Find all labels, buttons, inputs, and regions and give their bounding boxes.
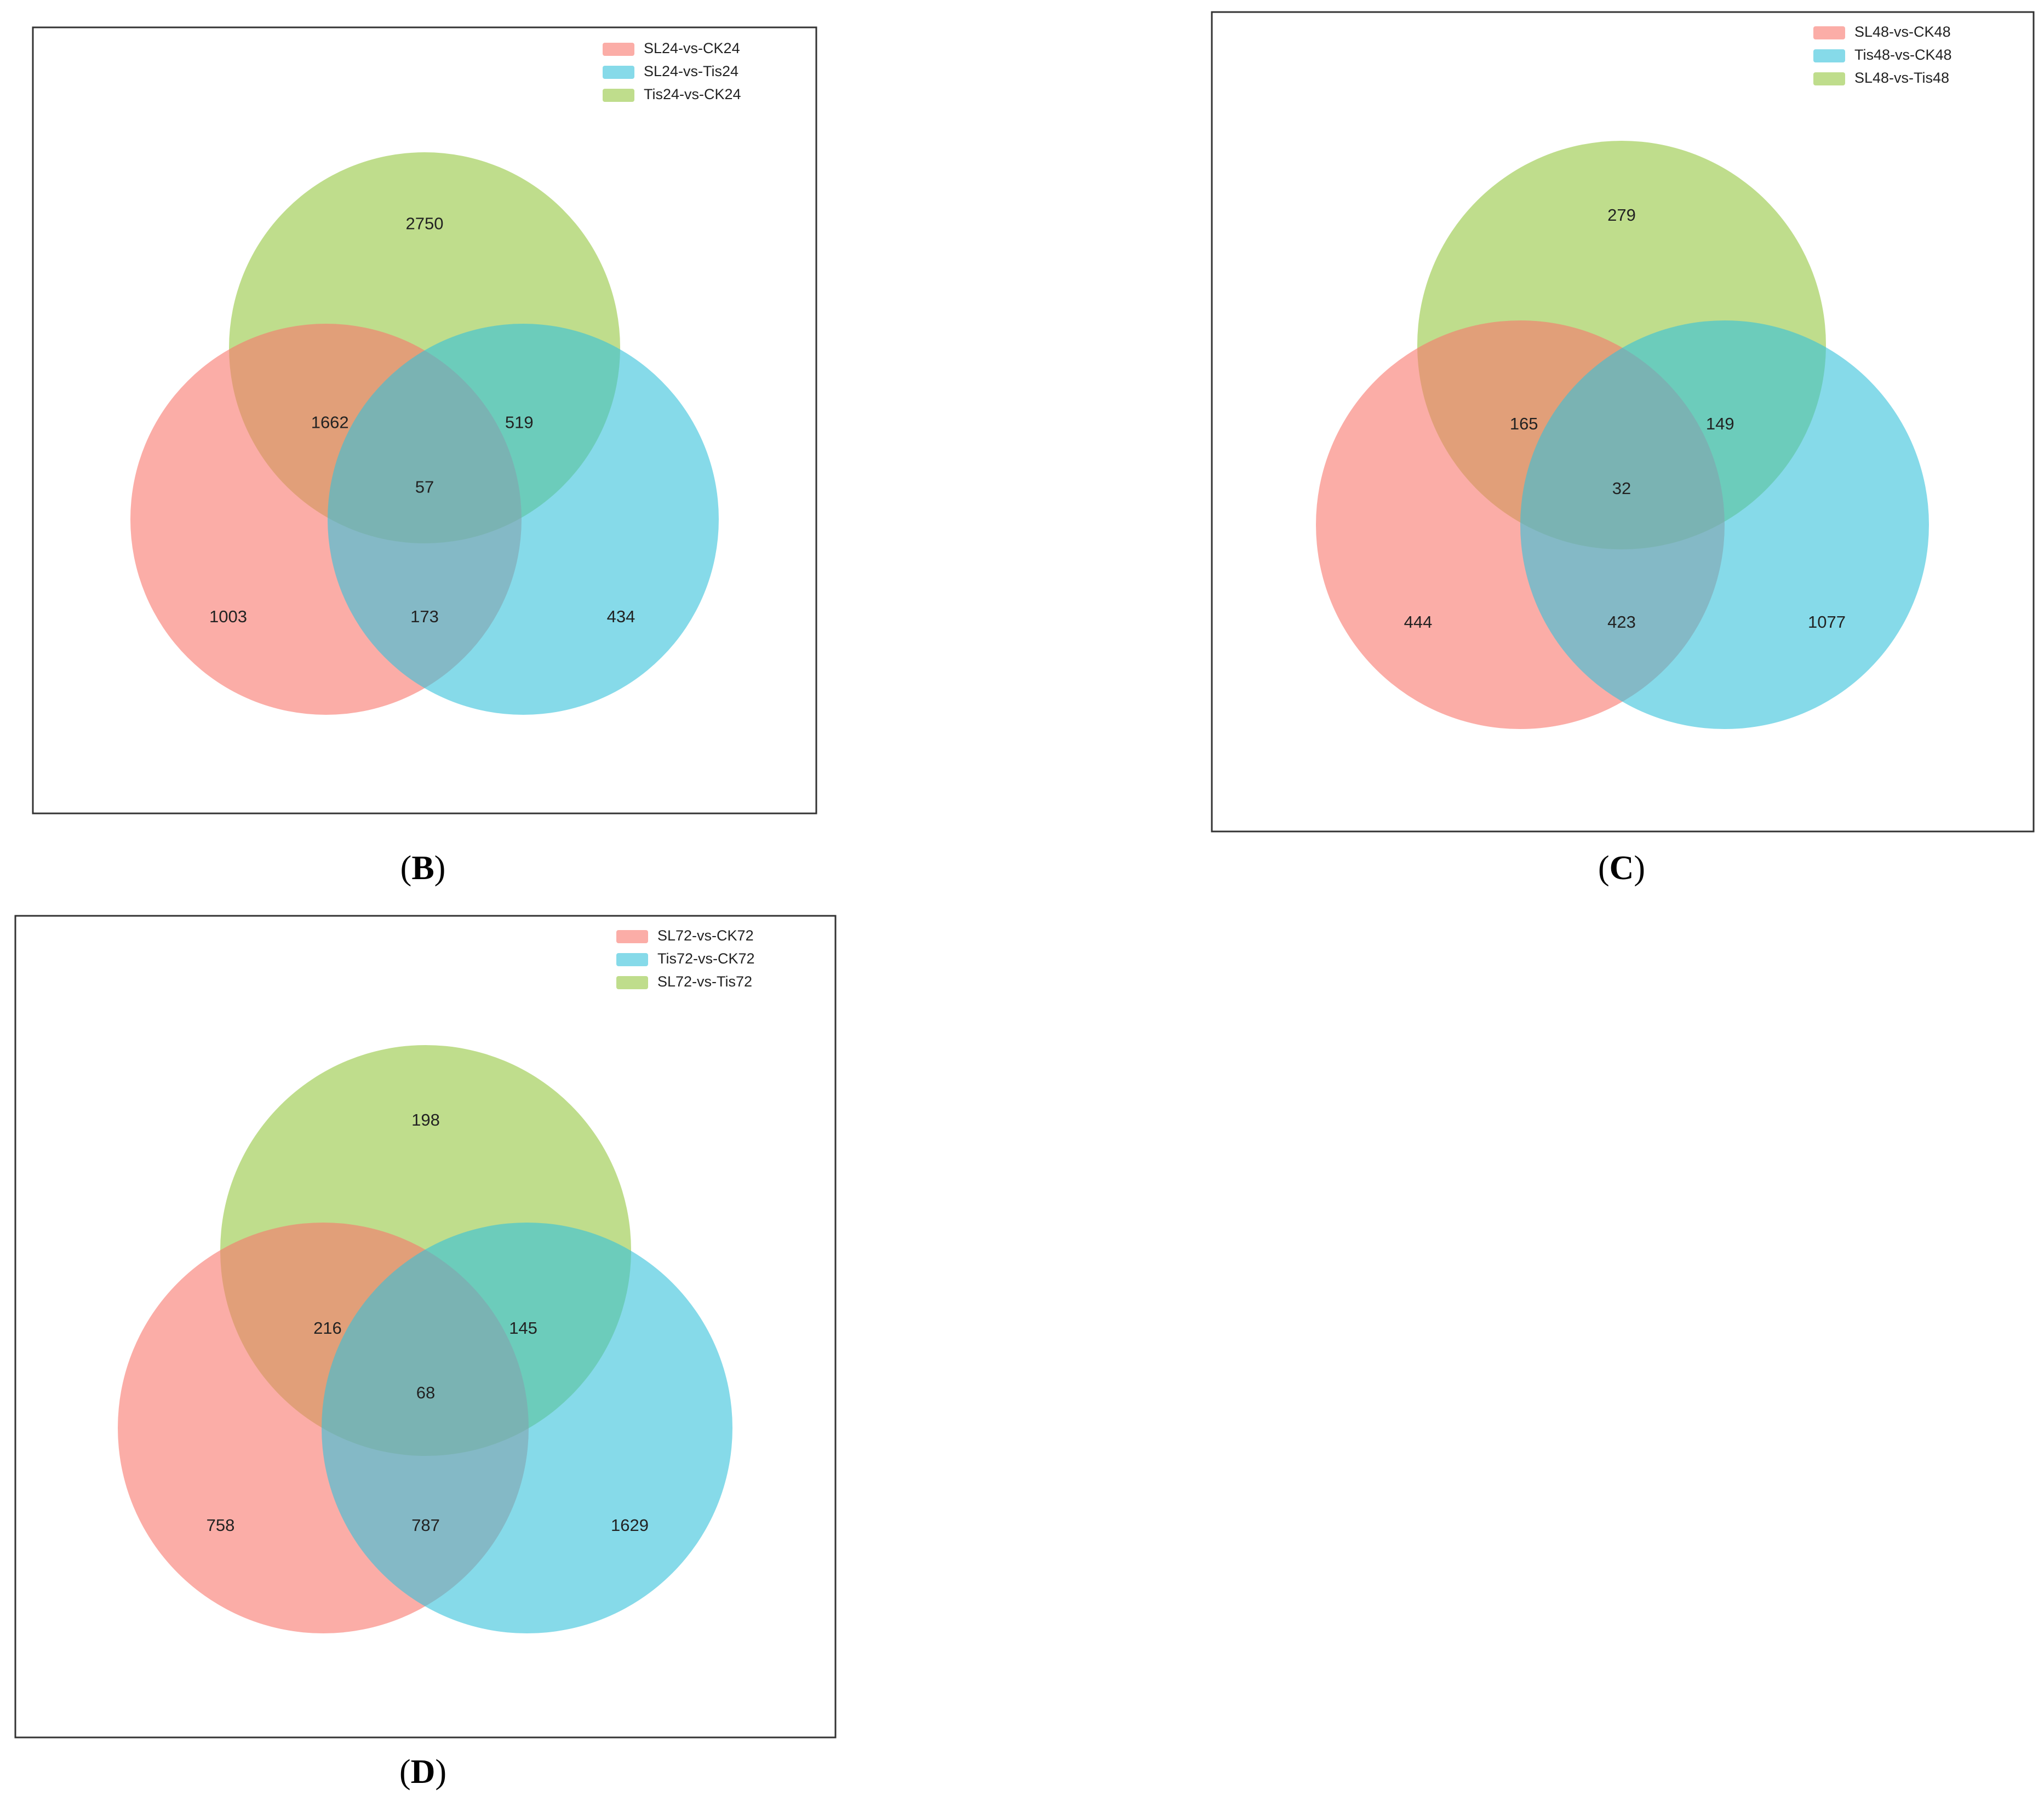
region-count-red-blue: 787 (411, 1516, 440, 1535)
venn-panel-D: 198 216 145 68 758 787 1629 SL72-vs-CK72 Tis72-v… (14, 915, 837, 1791)
region-count-red-only: 1003 (209, 607, 247, 626)
legend-label: SL72-vs-CK72 (657, 927, 754, 944)
region-count-green-only: 2750 (406, 214, 444, 233)
legend: SL48-vs-CK48 Tis48-vs-CK48 SL48-vs-Tis48 (1813, 24, 1952, 86)
venn-set-blue (328, 324, 719, 715)
legend-swatch (616, 976, 648, 989)
legend-swatch (1813, 49, 1845, 62)
region-count-red-blue: 423 (1607, 612, 1636, 632)
legend-swatch (1813, 72, 1845, 85)
legend: SL24-vs-CK24 SL24-vs-Tis24 Tis24-vs-CK24 (603, 40, 741, 102)
legend-label: SL24-vs-CK24 (644, 40, 740, 56)
legend: SL72-vs-CK72 Tis72-vs-CK72 SL72-vs-Tis72 (616, 927, 755, 990)
region-count-red-green: 165 (1510, 414, 1538, 433)
region-count-red-blue: 173 (410, 607, 439, 626)
panel-caption: (D) (399, 1753, 446, 1791)
region-count-blue-only: 1077 (1808, 612, 1846, 632)
region-count-all: 57 (415, 478, 434, 497)
region-count-blue-green: 149 (1706, 414, 1734, 433)
panel-caption: (C) (1598, 850, 1645, 887)
legend-label: Tis24-vs-CK24 (644, 86, 741, 102)
region-count-green-only: 279 (1607, 205, 1636, 225)
legend-swatch (1813, 26, 1845, 39)
legend-label: SL72-vs-Tis72 (657, 973, 752, 990)
region-count-red-only: 758 (207, 1516, 235, 1535)
region-count-blue-green: 519 (505, 413, 534, 432)
region-count-red-green: 1662 (311, 413, 349, 432)
legend-label: SL48-vs-Tis48 (1854, 70, 1949, 86)
region-count-blue-green: 145 (509, 1318, 537, 1338)
legend-swatch (616, 930, 648, 943)
legend-swatch (616, 953, 648, 966)
legend-label: Tis48-vs-CK48 (1854, 47, 1952, 63)
legend-swatch (603, 89, 634, 102)
venn-panel-C: 279 165 149 32 444 423 1077 SL48-vs-CK48 Tis48-v… (1211, 11, 2035, 887)
region-count-red-only: 444 (1404, 612, 1433, 632)
region-count-green-only: 198 (411, 1110, 440, 1129)
panel-caption: (B) (400, 850, 446, 887)
legend-label: SL48-vs-CK48 (1854, 24, 1951, 40)
venn-set-blue (1520, 320, 1929, 729)
region-count-all: 32 (1612, 479, 1631, 498)
venn-set-blue (322, 1223, 732, 1633)
region-count-all: 68 (416, 1383, 435, 1402)
legend-swatch (603, 66, 634, 79)
region-count-red-green: 216 (313, 1318, 342, 1338)
legend-label: SL24-vs-Tis24 (644, 63, 738, 79)
legend-swatch (603, 43, 634, 56)
legend-label: Tis72-vs-CK72 (657, 950, 755, 967)
region-count-blue-only: 434 (607, 607, 635, 626)
region-count-blue-only: 1629 (611, 1516, 649, 1535)
